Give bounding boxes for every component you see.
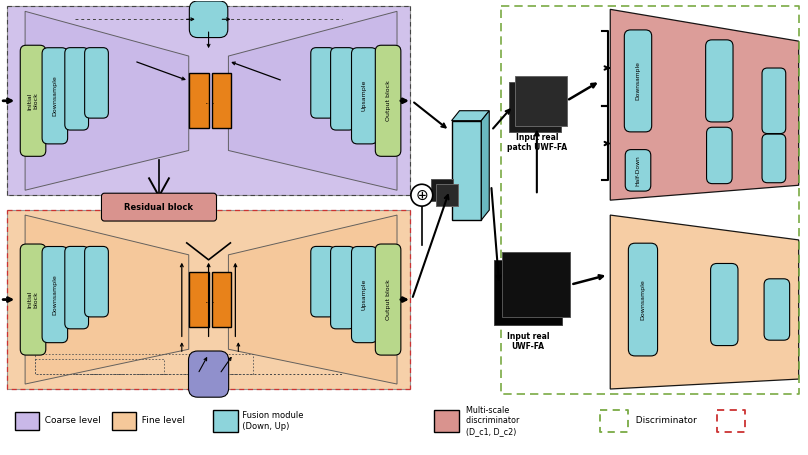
- Polygon shape: [7, 210, 410, 389]
- Text: Output block: Output block: [385, 279, 390, 320]
- Polygon shape: [25, 11, 189, 190]
- Text: Downsample: Downsample: [53, 274, 57, 315]
- Text: ...: ...: [205, 96, 216, 106]
- Text: Downsample: Downsample: [641, 279, 646, 320]
- Text: Fine level: Fine level: [137, 416, 185, 425]
- FancyBboxPatch shape: [375, 244, 401, 355]
- FancyBboxPatch shape: [188, 351, 229, 397]
- Text: Multi-scale
  discriminator
  (D_c1, D_c2): Multi-scale discriminator (D_c1, D_c2): [461, 406, 520, 436]
- Text: Coarse level: Coarse level: [39, 416, 101, 425]
- FancyBboxPatch shape: [375, 45, 401, 157]
- Bar: [452, 121, 482, 220]
- FancyBboxPatch shape: [629, 243, 658, 356]
- Text: Discriminator: Discriminator: [630, 416, 696, 425]
- Polygon shape: [229, 11, 397, 190]
- FancyBboxPatch shape: [65, 247, 89, 329]
- Bar: [213, 410, 238, 432]
- Text: Half-Down: Half-Down: [636, 155, 641, 186]
- Bar: [212, 73, 231, 128]
- FancyBboxPatch shape: [20, 45, 46, 157]
- Text: Downsample: Downsample: [53, 76, 57, 116]
- Text: ...: ...: [205, 294, 216, 304]
- Text: Input real
patch UWF-FA: Input real patch UWF-FA: [507, 133, 567, 152]
- Text: Initial
block: Initial block: [27, 291, 39, 308]
- FancyBboxPatch shape: [625, 30, 652, 132]
- FancyBboxPatch shape: [102, 193, 217, 221]
- Bar: [431, 179, 452, 201]
- Polygon shape: [610, 10, 798, 200]
- FancyBboxPatch shape: [85, 48, 108, 118]
- FancyBboxPatch shape: [705, 40, 733, 122]
- Bar: [502, 253, 570, 317]
- FancyBboxPatch shape: [351, 247, 377, 343]
- Bar: [494, 260, 562, 325]
- Text: Output block: Output block: [385, 81, 390, 121]
- Text: Residual block: Residual block: [124, 202, 193, 212]
- FancyBboxPatch shape: [42, 48, 68, 144]
- FancyBboxPatch shape: [625, 150, 650, 191]
- Text: Upsample: Upsample: [362, 80, 367, 111]
- FancyBboxPatch shape: [351, 48, 377, 144]
- Bar: [436, 184, 457, 206]
- Bar: [112, 412, 137, 430]
- Polygon shape: [482, 111, 490, 220]
- Bar: [515, 76, 566, 126]
- Polygon shape: [610, 215, 798, 389]
- FancyBboxPatch shape: [762, 134, 785, 183]
- FancyBboxPatch shape: [330, 48, 355, 130]
- FancyBboxPatch shape: [20, 244, 46, 355]
- FancyBboxPatch shape: [65, 48, 89, 130]
- FancyBboxPatch shape: [42, 247, 68, 343]
- FancyBboxPatch shape: [85, 247, 108, 317]
- Text: Fusion module
  (Down, Up): Fusion module (Down, Up): [238, 411, 304, 430]
- Text: Downsample: Downsample: [636, 61, 641, 101]
- Bar: [212, 272, 231, 327]
- FancyBboxPatch shape: [189, 1, 228, 38]
- FancyBboxPatch shape: [311, 247, 335, 317]
- Text: Initial
block: Initial block: [27, 92, 39, 110]
- FancyBboxPatch shape: [764, 279, 789, 340]
- Bar: [189, 272, 208, 327]
- Circle shape: [411, 184, 433, 206]
- Text: Upsample: Upsample: [362, 279, 367, 310]
- Polygon shape: [25, 215, 189, 384]
- Polygon shape: [229, 215, 397, 384]
- Bar: [15, 412, 39, 430]
- Text: Input real
UWF-FA: Input real UWF-FA: [507, 332, 549, 351]
- Bar: [509, 82, 561, 131]
- FancyBboxPatch shape: [330, 247, 355, 329]
- FancyBboxPatch shape: [710, 263, 738, 346]
- FancyBboxPatch shape: [706, 127, 732, 184]
- Polygon shape: [7, 6, 410, 195]
- Bar: [189, 73, 208, 128]
- FancyBboxPatch shape: [762, 68, 785, 133]
- Text: $\oplus$: $\oplus$: [415, 188, 428, 202]
- Polygon shape: [452, 111, 490, 121]
- FancyBboxPatch shape: [311, 48, 335, 118]
- Bar: [434, 410, 460, 432]
